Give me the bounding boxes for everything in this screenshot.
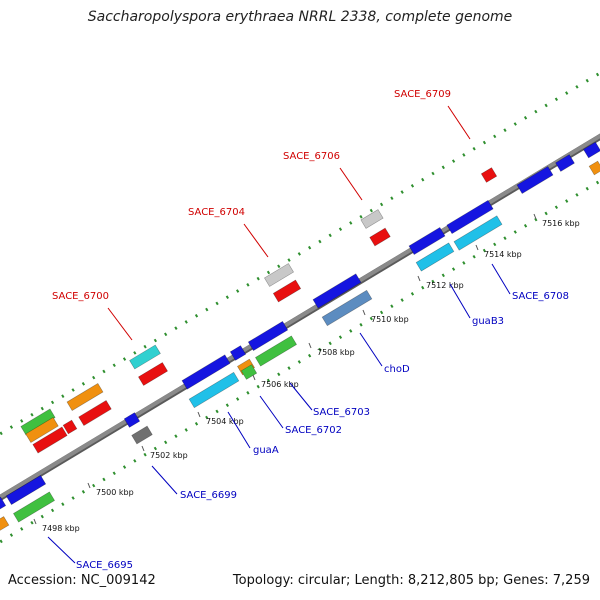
accession-text: Accession: NC_009142 bbox=[8, 573, 156, 588]
gene-block bbox=[255, 335, 297, 367]
gene-block bbox=[5, 475, 47, 505]
tick-label: 7504 kbp bbox=[206, 417, 244, 426]
backbone bbox=[0, 133, 600, 500]
gene-block bbox=[369, 227, 391, 247]
gene-label: guaB3 bbox=[472, 316, 504, 327]
gene-block bbox=[453, 215, 503, 251]
gene-block bbox=[131, 425, 153, 445]
gene-block bbox=[13, 491, 55, 523]
tick-mark bbox=[33, 518, 37, 525]
gene-block bbox=[62, 419, 78, 435]
gene-block bbox=[588, 160, 600, 176]
tick-label: 7498 kbp bbox=[42, 524, 80, 533]
tick-mark bbox=[417, 275, 421, 282]
gene-label: SACE_6695 bbox=[76, 560, 133, 571]
label-leader-line bbox=[227, 411, 251, 449]
gene-label: SACE_6700 bbox=[52, 291, 109, 302]
tick-mark bbox=[533, 213, 537, 220]
gene-block bbox=[123, 412, 141, 428]
gene-block bbox=[78, 400, 112, 426]
label-leader-line bbox=[151, 465, 178, 495]
gene-block bbox=[247, 321, 289, 351]
gene-block bbox=[555, 154, 575, 172]
gene-block bbox=[312, 273, 362, 309]
gene-block bbox=[0, 496, 7, 520]
gene-block bbox=[321, 289, 373, 327]
gene-block bbox=[181, 354, 231, 390]
gene-label: SACE_6708 bbox=[512, 291, 569, 302]
genome-stats-text: Topology: circular; Length: 8,212,805 bp… bbox=[232, 573, 590, 588]
gene-block bbox=[129, 344, 161, 370]
gene-block bbox=[408, 227, 446, 255]
label-leader-line bbox=[447, 105, 471, 140]
gene-block bbox=[516, 166, 554, 194]
label-leader-line bbox=[243, 223, 269, 258]
tick-label: 7514 kbp bbox=[484, 250, 522, 259]
tick-mark bbox=[308, 342, 312, 349]
gene-block bbox=[415, 242, 455, 272]
gene-label: SACE_6706 bbox=[283, 151, 340, 162]
gene-block bbox=[66, 383, 104, 411]
gene-block bbox=[0, 516, 10, 538]
label-leader-line bbox=[339, 167, 363, 201]
tick-label: 7502 kbp bbox=[150, 451, 188, 460]
gene-block bbox=[264, 263, 294, 287]
tick-mark bbox=[475, 244, 479, 251]
label-leader-line bbox=[289, 382, 313, 411]
gene-label: SACE_6709 bbox=[394, 89, 451, 100]
map-title: Saccharopolyspora erythraea NRRL 2338, c… bbox=[87, 9, 513, 25]
gene-block bbox=[360, 209, 384, 229]
tick-label: 7500 kbp bbox=[96, 488, 134, 497]
gene-block bbox=[25, 417, 59, 443]
outer-dotted-track bbox=[0, 71, 600, 436]
gene-label: SACE_6702 bbox=[285, 425, 342, 436]
gene-block bbox=[188, 371, 240, 409]
gene-block bbox=[229, 345, 247, 361]
inner-dotted-track bbox=[0, 179, 600, 544]
gene-block bbox=[446, 199, 494, 235]
gene-label: choD bbox=[384, 364, 410, 375]
gene-label: SACE_6704 bbox=[188, 207, 245, 218]
gene-block bbox=[272, 279, 302, 303]
tick-label: 7506 kbp bbox=[261, 380, 299, 389]
label-leader-line bbox=[107, 307, 133, 341]
label-leader-line bbox=[47, 536, 76, 564]
gene-block bbox=[138, 362, 168, 386]
label-leader-line bbox=[449, 283, 471, 319]
label-leader-line bbox=[259, 395, 284, 429]
gene-block bbox=[480, 167, 498, 183]
gene-block bbox=[583, 141, 600, 159]
tick-label: 7508 kbp bbox=[317, 348, 355, 357]
label-leader-line bbox=[491, 263, 511, 295]
tick-mark bbox=[362, 309, 366, 316]
gene-block bbox=[240, 364, 258, 380]
gene-label: SACE_6703 bbox=[313, 407, 370, 418]
gene-label: SACE_6699 bbox=[180, 490, 237, 501]
tick-mark bbox=[252, 374, 256, 381]
label-leader-line bbox=[359, 332, 383, 367]
tick-mark bbox=[87, 482, 91, 489]
tick-label: 7510 kbp bbox=[371, 315, 409, 324]
tick-mark bbox=[141, 445, 145, 452]
tick-label: 7516 kbp bbox=[542, 219, 580, 228]
gene-block bbox=[32, 426, 68, 454]
tick-label: 7512 kbp bbox=[426, 281, 464, 290]
gene-label: guaA bbox=[253, 445, 279, 456]
tick-mark bbox=[197, 411, 201, 418]
